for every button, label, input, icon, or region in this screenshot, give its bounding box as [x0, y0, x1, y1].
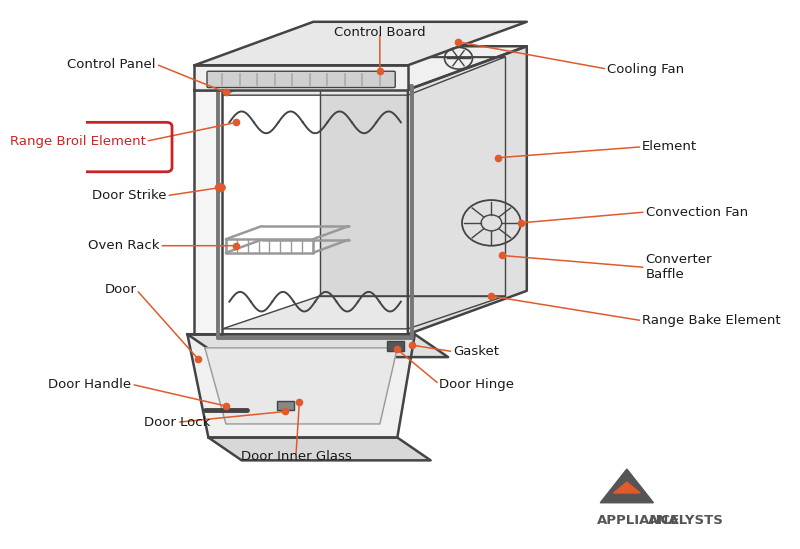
FancyBboxPatch shape — [207, 71, 395, 87]
Text: APPLIANCE: APPLIANCE — [597, 514, 680, 526]
Polygon shape — [187, 334, 415, 438]
Text: Converter
Baffle: Converter Baffle — [646, 254, 712, 282]
Polygon shape — [187, 334, 448, 357]
Text: Convection Fan: Convection Fan — [646, 205, 748, 219]
Polygon shape — [205, 348, 398, 424]
Text: Element: Element — [642, 141, 698, 153]
Polygon shape — [222, 296, 506, 329]
Text: ANALYSTS: ANALYSTS — [648, 514, 724, 526]
Text: Range Bake Element: Range Bake Element — [642, 314, 781, 327]
Polygon shape — [194, 46, 526, 89]
Text: Door: Door — [105, 283, 136, 296]
Polygon shape — [222, 57, 506, 95]
Circle shape — [215, 184, 226, 192]
Polygon shape — [600, 469, 654, 503]
Polygon shape — [194, 65, 408, 89]
Text: Door Inner Glass: Door Inner Glass — [241, 450, 351, 463]
Text: Door Lock: Door Lock — [144, 416, 210, 429]
Polygon shape — [614, 482, 640, 493]
Text: Range Broil Element: Range Broil Element — [10, 135, 146, 148]
Text: Oven Rack: Oven Rack — [88, 239, 159, 252]
Polygon shape — [209, 438, 430, 461]
FancyBboxPatch shape — [387, 341, 404, 351]
Text: Door Strike: Door Strike — [92, 189, 166, 202]
Polygon shape — [408, 46, 526, 334]
Polygon shape — [194, 89, 222, 334]
Text: Gasket: Gasket — [454, 345, 499, 358]
Text: Door Hinge: Door Hinge — [439, 378, 514, 391]
Polygon shape — [194, 22, 526, 65]
Polygon shape — [320, 57, 506, 296]
Text: Cooling Fan: Cooling Fan — [607, 63, 684, 76]
Text: Control Panel: Control Panel — [67, 58, 156, 71]
Text: Control Board: Control Board — [334, 26, 426, 39]
Text: Door Handle: Door Handle — [48, 378, 131, 391]
Bar — [277, 401, 294, 410]
